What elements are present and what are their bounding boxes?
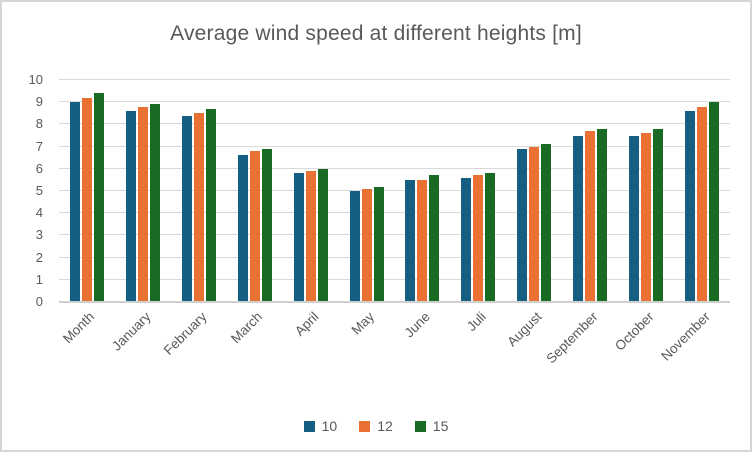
y-tick-label-6: 6: [35, 160, 43, 176]
bar-10-january[interactable]: [125, 111, 136, 302]
bar-10-august[interactable]: [517, 148, 528, 302]
bar-15-october[interactable]: [653, 128, 664, 302]
legend-label: 12: [377, 418, 393, 434]
bar-10-february[interactable]: [181, 115, 192, 302]
legend-item-15[interactable]: 15: [414, 418, 449, 434]
bar-15-juli[interactable]: [485, 173, 496, 302]
bar-12-march[interactable]: [249, 151, 260, 302]
bar-15-november[interactable]: [709, 102, 720, 302]
bar-group-may: May: [339, 80, 395, 338]
bar-15-may[interactable]: [373, 186, 384, 302]
y-tick-label-8: 8: [35, 116, 43, 132]
x-axis-label-june: June: [401, 309, 434, 341]
gridline-y-7: [59, 145, 730, 147]
bar-12-august[interactable]: [529, 146, 540, 302]
gridline-y-1: [59, 278, 730, 280]
x-axis-label-january: January: [108, 309, 154, 354]
x-axis-label-november: November: [658, 309, 713, 364]
x-axis-line: [59, 301, 730, 303]
bar-group-february: February: [161, 80, 227, 358]
plot-area: Month January February March April May June Jul…: [59, 79, 730, 366]
x-axis-label-august: August: [504, 309, 545, 350]
bar-15-march[interactable]: [261, 148, 272, 302]
bar-group-april: April: [283, 80, 339, 339]
y-tick-label-0: 0: [35, 294, 43, 309]
gridline-y-2: [59, 256, 730, 258]
legend-swatch-icon: [414, 420, 426, 432]
bar-10-june[interactable]: [405, 179, 416, 302]
y-tick-label-3: 3: [35, 227, 43, 243]
gridline-y-9: [59, 101, 730, 103]
x-axis-label-march: March: [228, 309, 266, 347]
x-axis-label-october: October: [612, 309, 657, 354]
bar-group-january: January: [109, 80, 171, 354]
gridline-y-10: [59, 79, 730, 80]
y-tick-label-1: 1: [35, 271, 43, 287]
bar-10-november[interactable]: [685, 111, 696, 302]
bar-group-september: September: [544, 80, 618, 366]
bar-10-month[interactable]: [69, 102, 80, 302]
bar-12-october[interactable]: [641, 133, 652, 302]
bar-12-month[interactable]: [81, 97, 92, 302]
x-axis-label-april: April: [291, 309, 322, 339]
bar-15-september[interactable]: [597, 128, 608, 302]
y-tick-label-10: 10: [28, 72, 43, 87]
y-tick-label-9: 9: [35, 94, 43, 110]
y-tick-label-7: 7: [35, 138, 43, 154]
bar-group-october: October: [612, 80, 674, 354]
bar-15-april[interactable]: [317, 168, 328, 302]
bar-15-february[interactable]: [205, 108, 216, 302]
bar-15-january[interactable]: [149, 104, 160, 302]
bar-12-april[interactable]: [305, 171, 316, 302]
x-axis-label-month: Month: [60, 309, 98, 347]
bar-group-march: March: [227, 80, 283, 346]
bar-group-month: Month: [59, 80, 115, 346]
x-axis-label-september: September: [543, 309, 601, 367]
bar-15-june[interactable]: [429, 175, 440, 302]
bar-12-juli[interactable]: [473, 175, 484, 302]
bar-10-april[interactable]: [293, 173, 304, 302]
bar-12-january[interactable]: [137, 106, 148, 302]
legend-label: 10: [321, 418, 338, 434]
y-tick-label-4: 4: [35, 205, 43, 221]
bar-10-september[interactable]: [573, 135, 584, 302]
bar-10-may[interactable]: [349, 191, 360, 302]
bar-group-june: June: [395, 80, 451, 340]
legend-swatch-icon: [359, 420, 371, 432]
y-tick-label-5: 5: [35, 183, 43, 198]
gridline-y-4: [59, 212, 730, 214]
x-axis-label-may: May: [348, 309, 378, 338]
legend-swatch-icon: [303, 420, 315, 432]
bar-12-november[interactable]: [697, 106, 708, 302]
bar-groups: Month January February March April May June Jul…: [59, 80, 730, 366]
gridline-y-6: [59, 167, 730, 169]
bar-group-august: August: [505, 80, 562, 349]
bar-15-month[interactable]: [93, 93, 104, 302]
bar-group-juli: Juli: [450, 80, 506, 334]
y-axis: 0 1 2 3 4 5 6 7 8 9 10: [2, 72, 51, 309]
x-axis-label-juli: Juli: [464, 309, 490, 334]
bar-10-october[interactable]: [629, 135, 640, 302]
bar-12-may[interactable]: [361, 188, 372, 302]
bar-10-juli[interactable]: [461, 177, 472, 302]
gridline-y-5: [59, 190, 730, 191]
gridline-y-3: [59, 234, 730, 236]
x-axis-label-february: February: [160, 309, 210, 358]
y-tick-label-2: 2: [35, 249, 43, 265]
legend-item-12[interactable]: 12: [359, 418, 393, 434]
legend-item-10[interactable]: 10: [303, 418, 338, 434]
bar-12-june[interactable]: [417, 179, 428, 302]
chart-title: Average wind speed at different heights …: [170, 22, 582, 45]
legend-label: 15: [432, 418, 449, 434]
legend: 10 12 15: [2, 418, 750, 434]
bar-10-march[interactable]: [237, 155, 248, 302]
bar-group-november: November: [658, 80, 730, 364]
bar-15-august[interactable]: [541, 144, 552, 302]
gridline-y-8: [59, 123, 730, 125]
bar-12-september[interactable]: [585, 131, 596, 302]
bar-12-february[interactable]: [193, 113, 204, 302]
